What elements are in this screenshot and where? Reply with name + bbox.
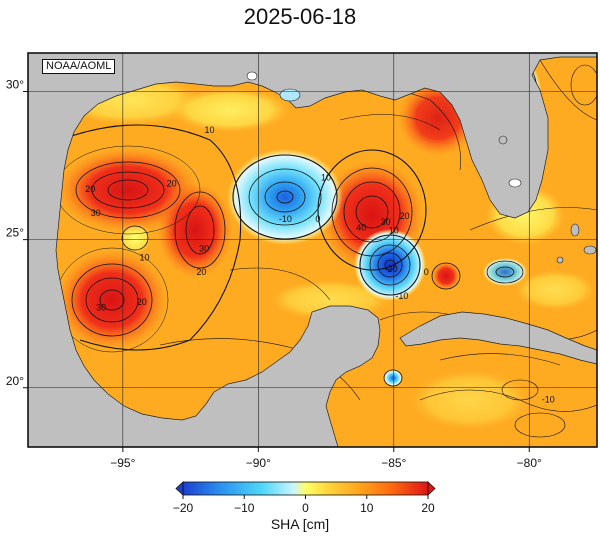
contour-label: 20 — [196, 267, 206, 277]
lat-tick-label: 20° — [6, 374, 24, 388]
warm-eddy-small — [432, 262, 460, 290]
colorbar-label: SHA [cm] — [270, 516, 330, 532]
credit-label: NOAA/AOML — [42, 59, 116, 74]
axis-ticks: −95° −90° −85° −80° 30° 25° 20° — [6, 78, 542, 470]
yellow-patch — [170, 88, 290, 132]
map-gridlines — [28, 53, 597, 447]
lon-tick-label: −95° — [110, 456, 135, 470]
contour-label: 40 — [356, 223, 366, 233]
colorbar-low-arrow — [175, 481, 184, 496]
contour-label: 0 — [424, 267, 429, 277]
contour-label: 10 — [389, 226, 399, 236]
colorbar-bar — [182, 481, 429, 496]
colorbar-tick-label: −20 — [173, 501, 194, 515]
cold-eddy-small — [483, 258, 527, 286]
land-cuba — [399, 311, 597, 365]
cold-eddy-yucatan — [354, 229, 426, 301]
contour-label: 30 — [381, 217, 391, 227]
contour-label: 30 — [96, 303, 106, 313]
contour-label: -10 — [395, 291, 408, 301]
yellow-patch — [515, 270, 595, 310]
contour-label: 30 — [91, 208, 101, 218]
contour-label: -10 — [542, 395, 555, 405]
contour-label: 10 — [140, 252, 150, 262]
colorbar-high-arrow — [427, 481, 436, 496]
lon-tick-label: −90° — [246, 456, 271, 470]
contour-label: 20 — [137, 297, 147, 307]
contour-label: 20 — [400, 211, 410, 221]
map-frame — [27, 52, 598, 448]
map-title: 2025-06-18 — [243, 4, 357, 29]
warm-eddy-southwest — [57, 250, 167, 350]
cold-eddy-central — [227, 149, 343, 245]
colorbar-tick-label: 10 — [360, 501, 374, 515]
contour-label-layer: 102020303020102030-1010040302010-20-100-… — [85, 125, 554, 405]
yellow-patch — [410, 370, 530, 430]
warm-eddy-central — [157, 182, 233, 278]
lon-tick-label: −80° — [517, 456, 542, 470]
colorbar-tick-label: −10 — [234, 501, 255, 515]
lat-tick-label: 25° — [6, 226, 24, 240]
land-small-islands — [246, 71, 597, 264]
cold-eddy-caribbean — [384, 370, 402, 386]
colorbar-tick-label: 20 — [421, 501, 435, 515]
contour-label: 20 — [85, 184, 95, 194]
colorbar-tick-label: 0 — [302, 501, 309, 515]
lat-tick-label: 30° — [6, 78, 24, 92]
contour-label: 10 — [321, 172, 331, 182]
contour-label: 20 — [167, 178, 177, 188]
contour-label: -20 — [385, 264, 398, 274]
contour-label: -10 — [279, 214, 292, 224]
land-us-coast — [28, 53, 597, 447]
contour-label: 0 — [315, 214, 320, 224]
lon-tick-label: −85° — [381, 456, 406, 470]
contour-label: 30 — [199, 243, 209, 253]
colorbar: −20 −10 0 10 20 — [173, 481, 436, 515]
contour-label: 10 — [205, 125, 215, 135]
